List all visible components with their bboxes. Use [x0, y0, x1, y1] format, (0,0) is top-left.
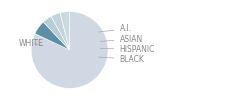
Wedge shape [60, 12, 70, 50]
Wedge shape [31, 12, 108, 88]
Wedge shape [51, 13, 70, 50]
Text: ASIAN: ASIAN [100, 35, 143, 44]
Text: HISPANIC: HISPANIC [100, 45, 155, 54]
Text: BLACK: BLACK [98, 55, 144, 64]
Wedge shape [43, 16, 70, 50]
Wedge shape [35, 22, 70, 50]
Text: A.I.: A.I. [98, 24, 132, 33]
Text: WHITE: WHITE [19, 39, 44, 48]
